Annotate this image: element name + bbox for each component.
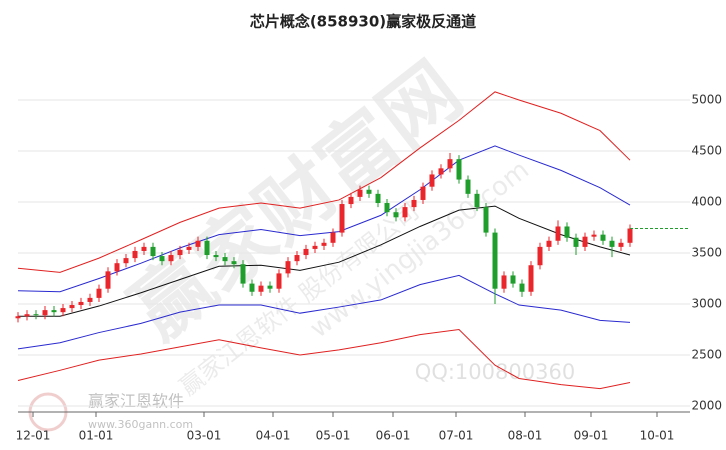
candle-body [402,207,408,218]
candle-body [177,249,183,256]
candle-body [258,285,264,292]
candle-body [483,207,489,233]
candle-body [114,263,120,272]
candle-body [582,236,588,247]
candle-body [321,242,327,246]
y-tick-label: 5000 [691,93,722,107]
x-tick-label: 07-01 [439,429,474,443]
y-tick-label: 2500 [691,348,722,362]
candle-body [213,255,219,258]
candle-body [357,189,363,197]
candle-body [546,240,552,247]
candle-body [240,264,246,284]
candle-body [528,265,534,292]
candle-body [618,242,624,247]
candle-body [42,310,48,316]
y-tick-label: 4000 [691,195,722,209]
candle-body [15,316,21,319]
candle-body [492,232,498,289]
candle-body [222,257,228,262]
y-tick-label: 3000 [691,297,722,311]
watermark: QQ:100800360 [415,360,575,384]
candle-body [456,159,462,180]
candle-body [411,199,417,208]
y-tick-label: 3500 [691,246,722,260]
x-tick-label: 05-01 [316,429,351,443]
candle-body [312,245,318,249]
channel-line [17,91,631,273]
x-tick-label: 08-01 [508,429,543,443]
candle-body [276,273,282,289]
candle-body [285,261,291,274]
candle-body [501,275,507,289]
candle-body [420,186,426,200]
candle-body [609,240,615,247]
candle-body [600,234,606,241]
logo-text: 赢家江恩软件 [88,392,184,411]
x-tick-label: 04-01 [256,429,291,443]
candle-body [564,226,570,238]
x-tick-label: 12-01 [16,429,51,443]
candle-body [33,314,39,316]
candle-body [474,193,480,208]
candle-body [348,196,354,205]
candle-body [330,232,336,243]
candle-body [96,288,102,298]
candle-body [24,314,30,317]
logo-site: www.360gann.com [88,418,193,431]
candle-body [573,237,579,247]
candle-body [591,234,597,237]
y-tick-label: 2000 [691,399,722,413]
y-tick-label: 4500 [691,144,722,158]
channel-line [17,328,631,390]
candle-body [510,275,516,284]
candle-body [105,271,111,289]
candle-body [123,258,129,264]
channel-line [17,145,631,293]
candle-body [303,248,309,256]
candle-body [465,179,471,194]
candle-body [168,255,174,262]
candle-body [555,226,561,241]
candle-body [438,168,444,175]
x-tick-label: 01-01 [79,429,114,443]
candle-body [366,189,372,194]
candle-body [429,174,435,187]
candle-body [537,246,543,266]
x-tick-label: 06-01 [376,429,411,443]
candle-body [78,301,84,306]
candle-body [186,246,192,250]
x-tick-label: 09-01 [574,429,609,443]
candle-body [141,246,147,251]
candle-body [231,261,237,265]
channel-line [18,205,631,317]
chart-title: 芯片概念(858930)赢家极反通道 [250,13,476,31]
candle-body [159,256,165,262]
candle-body [519,283,525,292]
channel-line [17,274,631,350]
candle-body [87,297,93,302]
candle-body [267,285,273,289]
candle-body [393,212,399,218]
candle-body [69,305,75,309]
candle-body [150,246,156,257]
candle-body [195,240,201,247]
x-tick-label: 10-01 [640,429,675,443]
candle-body [132,250,138,259]
candle-body [375,193,381,204]
candle-body [60,308,66,313]
candle-body [339,204,345,233]
candle-body [627,228,633,243]
candle-body [249,283,255,292]
candle-body [384,203,390,213]
x-tick-label: 03-01 [187,429,222,443]
candle-body [51,310,57,313]
candle-body [204,240,210,256]
candle-body [294,255,300,262]
candle-body [447,159,453,169]
